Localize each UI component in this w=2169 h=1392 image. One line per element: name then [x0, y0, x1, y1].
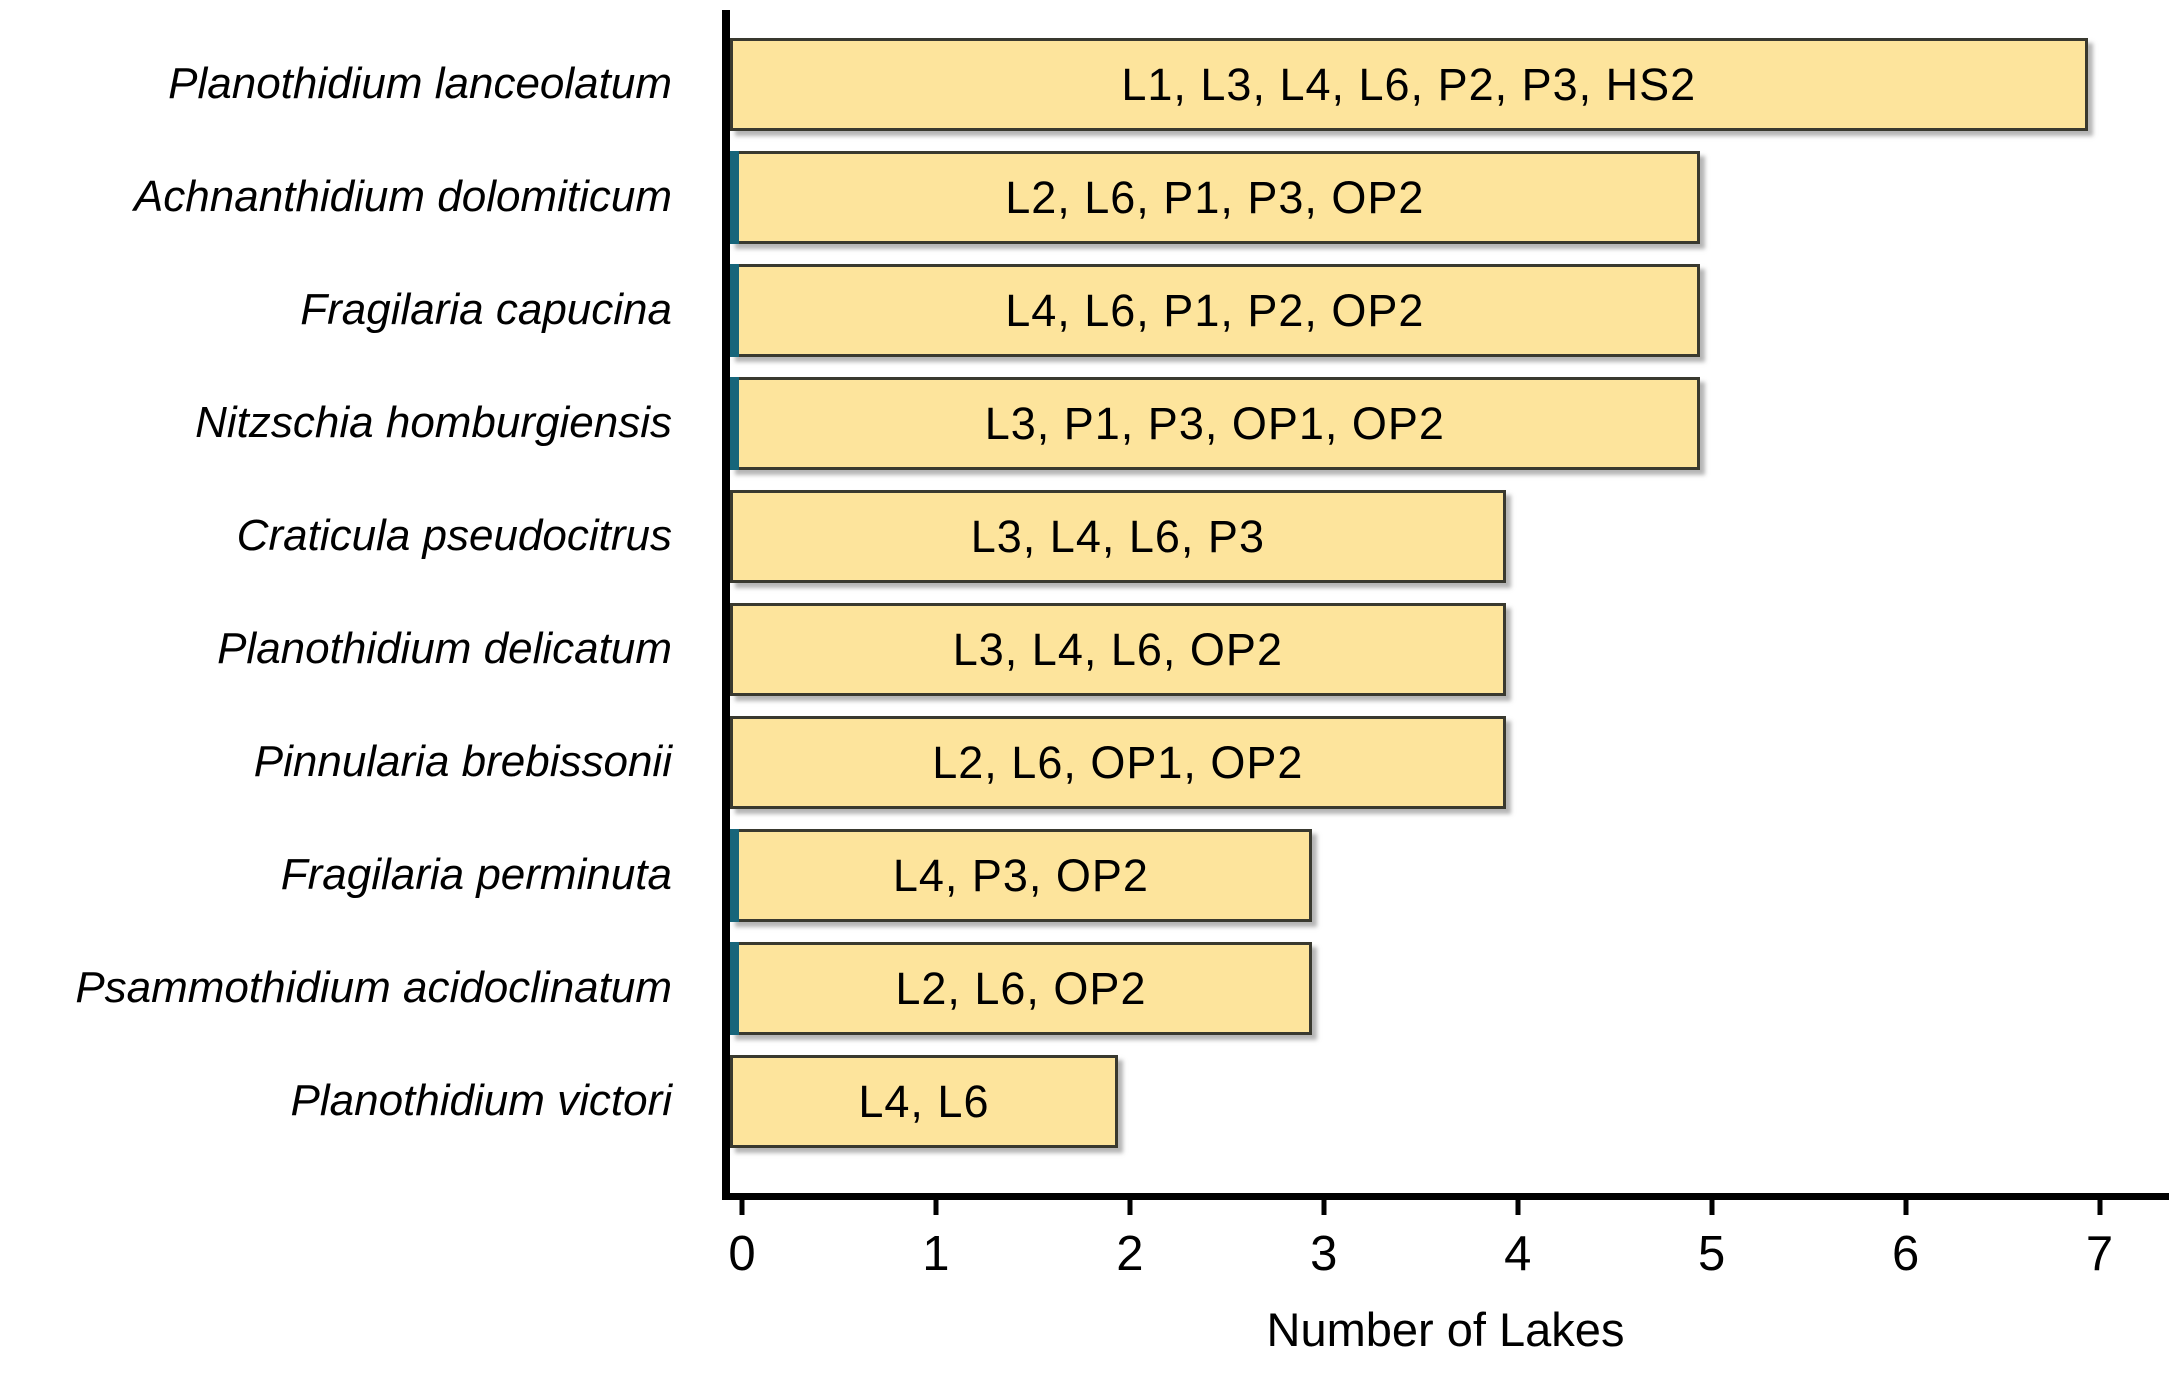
bar: L2, L6, P1, P3, OP2	[730, 151, 1700, 244]
category-axis-labels: Planothidium lanceolatum Achnanthidium do…	[0, 14, 700, 1193]
teal-accent-stripe	[730, 377, 739, 470]
bars-container: L1, L3, L4, L6, P2, P3, HS2 L2, L6, P1, P…	[730, 14, 2169, 1193]
category-label: Planothidium victori	[290, 1076, 673, 1126]
bar-row: L4, P3, OP2	[730, 819, 2169, 932]
bar-row: L1, L3, L4, L6, P2, P3, HS2	[730, 28, 2169, 141]
bar-row: L2, L6, OP1, OP2	[730, 706, 2169, 819]
category-label: Planothidium delicatum	[217, 624, 672, 674]
bar: L4, L6, P1, P2, OP2	[730, 264, 1700, 357]
x-tick-label: 3	[1310, 1227, 1338, 1281]
x-tick-label: 1	[922, 1227, 950, 1281]
bar-data-label: L4, L6	[858, 1075, 990, 1127]
x-tick-mark	[1903, 1200, 1909, 1215]
bar-data-label: L2, L6, OP1, OP2	[932, 736, 1304, 788]
bar: L4, L6	[730, 1055, 1118, 1148]
category-label: Fragilaria perminuta	[280, 850, 672, 900]
bar-data-label: L2, L6, OP2	[895, 962, 1147, 1014]
bar-data-label: L3, L4, L6, P3	[970, 510, 1265, 562]
x-tick-label: 2	[1116, 1227, 1144, 1281]
bar: L2, L6, OP1, OP2	[730, 716, 1506, 809]
bar: L3, L4, L6, P3	[730, 490, 1506, 583]
bar-data-label: L3, P1, P3, OP1, OP2	[984, 397, 1445, 449]
x-tick-mark	[1709, 1200, 1715, 1215]
bar-row: L3, P1, P3, OP1, OP2	[730, 367, 2169, 480]
x-tick-mark	[1515, 1200, 1521, 1215]
x-tick-mark	[1127, 1200, 1133, 1215]
category-label: Craticula pseudocitrus	[236, 511, 672, 561]
bar-row: L3, L4, L6, P3	[730, 480, 2169, 593]
x-axis-title: Number of Lakes	[1266, 1303, 1625, 1356]
bar-row: L3, L4, L6, OP2	[730, 593, 2169, 706]
plot-area: L1, L3, L4, L6, P2, P3, HS2 L2, L6, P1, P…	[722, 10, 2169, 1281]
y-axis-line	[722, 10, 730, 1200]
bar-row: L2, L6, P1, P3, OP2	[730, 141, 2169, 254]
bar: L2, L6, OP2	[730, 942, 1312, 1035]
bar-row: L4, L6, P1, P2, OP2	[730, 254, 2169, 367]
teal-accent-stripe	[730, 829, 739, 922]
bar-data-label: L4, P3, OP2	[892, 849, 1149, 901]
bar: L4, P3, OP2	[730, 829, 1312, 922]
teal-accent-stripe	[730, 942, 739, 1035]
bar-data-label: L2, L6, P1, P3, OP2	[1005, 171, 1425, 223]
bar-data-label: L1, L3, L4, L6, P2, P3, HS2	[1121, 58, 1697, 110]
x-tick-label: 4	[1504, 1227, 1532, 1281]
x-tick-label: 5	[1698, 1227, 1726, 1281]
category-label: Planothidium lanceolatum	[168, 59, 672, 109]
bar: L3, L4, L6, OP2	[730, 603, 1506, 696]
x-tick-label: 7	[2085, 1227, 2114, 1281]
x-tick-label: 0	[728, 1227, 756, 1281]
category-label: Psammothidium acidoclinatum	[75, 963, 672, 1013]
category-label: Fragilaria capucina	[300, 285, 672, 335]
bar-row: L4, L6	[730, 1045, 2169, 1158]
x-tick-mark	[1321, 1200, 1327, 1215]
x-tick-label: 6	[1891, 1227, 1920, 1281]
teal-accent-stripe	[730, 151, 739, 244]
x-axis-ticks: 0 1 2 3 4 5 6 7	[728, 1200, 2169, 1330]
bar-row: L2, L6, OP2	[730, 932, 2169, 1045]
x-tick-mark	[739, 1200, 745, 1215]
teal-accent-stripe	[730, 264, 739, 357]
category-label: Nitzschia homburgiensis	[195, 398, 672, 448]
x-axis-line	[722, 1193, 2169, 1200]
bar: L1, L3, L4, L6, P2, P3, HS2	[730, 38, 2088, 131]
category-label: Achnanthidium dolomiticum	[133, 172, 672, 222]
bar-data-label: L3, L4, L6, OP2	[952, 623, 1283, 675]
x-tick-mark	[2097, 1200, 2103, 1215]
category-label: Pinnularia brebissonii	[253, 737, 672, 787]
bar-data-label: L4, L6, P1, P2, OP2	[1005, 284, 1425, 336]
x-tick-mark	[933, 1200, 939, 1215]
bar: L3, P1, P3, OP1, OP2	[730, 377, 1700, 470]
